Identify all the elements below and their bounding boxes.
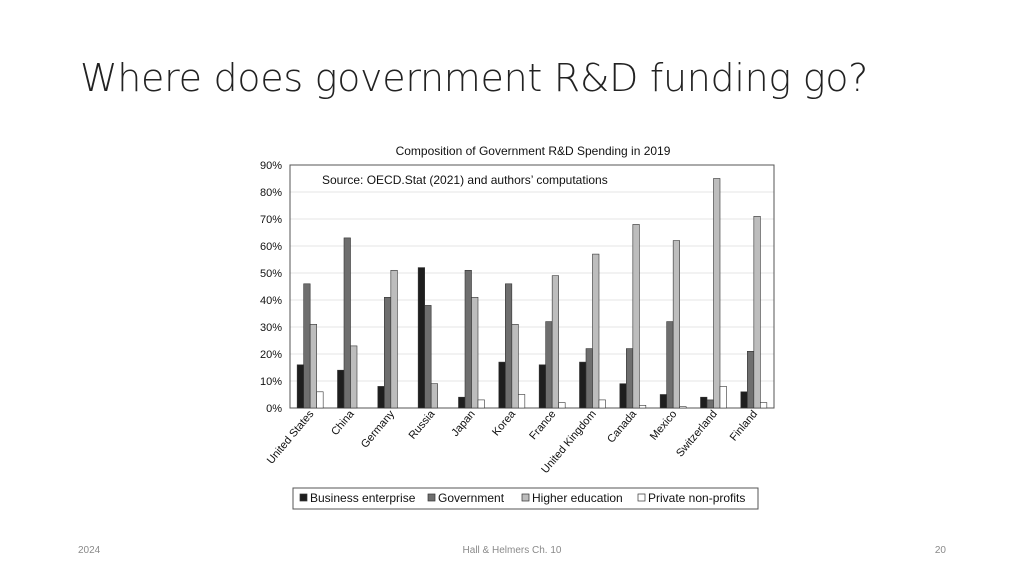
bar-marks	[296, 178, 768, 409]
x-tick-label: Korea	[490, 408, 519, 439]
legend-label: Private non-profits	[648, 491, 745, 505]
y-tick-label: 30%	[260, 322, 282, 334]
bar-government-finland	[747, 350, 755, 409]
slide-number: 20	[934, 545, 946, 556]
chart-title: Composition of Government R&D Spending i…	[396, 144, 671, 158]
bar-higher-education-canada	[632, 224, 640, 409]
legend-swatch	[427, 493, 436, 502]
y-tick-label: 0%	[266, 403, 282, 415]
legend-label: Government	[438, 491, 505, 505]
legend-swatch	[521, 493, 530, 502]
bar-private-non-profits-finland	[760, 402, 768, 409]
y-tick-label: 40%	[260, 295, 282, 307]
x-tick-label: Canada	[605, 408, 640, 446]
chart-source-annotation: Source: OECD.Stat (2021) and authors’ co…	[322, 173, 608, 187]
bar-private-non-profits-mexico	[679, 406, 687, 409]
x-tick-label: Japan	[449, 408, 477, 439]
bar-private-non-profits-france	[558, 402, 566, 409]
bar-business-enterprise-united-kingdom	[579, 361, 587, 409]
bar-higher-education-russia	[430, 383, 438, 409]
legend-label: Higher education	[532, 491, 623, 505]
bar-business-enterprise-switzerland	[700, 396, 708, 409]
bar-government-united-states	[303, 283, 311, 409]
bar-higher-education-united-states	[309, 323, 317, 409]
bar-higher-education-korea	[511, 323, 519, 409]
bar-government-canada	[626, 348, 634, 409]
bar-business-enterprise-korea	[498, 361, 506, 409]
bar-private-non-profits-united-states	[316, 391, 324, 409]
bar-business-enterprise-china	[337, 369, 345, 409]
bar-higher-education-france	[551, 275, 559, 409]
bar-business-enterprise-germany	[377, 386, 385, 409]
legend-swatch	[637, 493, 646, 502]
bar-government-japan	[464, 269, 472, 409]
bar-higher-education-germany	[390, 269, 398, 409]
bar-business-enterprise-canada	[619, 383, 627, 409]
y-tick-label: 50%	[260, 268, 282, 280]
y-tick-label: 70%	[260, 214, 282, 226]
x-tick-label: United States	[265, 408, 317, 467]
bar-higher-education-united-kingdom	[592, 253, 600, 409]
x-tick-label: Germany	[359, 408, 398, 451]
legend-label: Business enterprise	[310, 491, 416, 505]
bar-private-non-profits-japan	[477, 399, 485, 409]
bar-business-enterprise-japan	[458, 396, 466, 409]
bar-business-enterprise-russia	[417, 267, 425, 409]
plot-gridlines	[290, 191, 774, 382]
chart-legend: Business enterprise Government Higher educ…	[292, 487, 759, 510]
bar-private-non-profits-united-kingdom	[598, 399, 606, 409]
bar-business-enterprise-france	[538, 364, 546, 409]
y-axis: 0% 10% 20% 30% 40% 50% 60% 70% 80% 90%	[260, 160, 282, 415]
plot-area-frame	[289, 164, 775, 409]
bar-private-non-profits-switzerland	[719, 386, 727, 409]
slide-title: Where does government R&D funding go?	[80, 56, 869, 100]
y-tick-label: 80%	[260, 187, 282, 199]
y-tick-label: 10%	[260, 376, 282, 388]
bar-higher-education-switzerland	[713, 178, 721, 409]
bar-government-france	[545, 321, 553, 409]
bar-business-enterprise-mexico	[659, 394, 667, 409]
bar-private-non-profits-korea	[518, 394, 526, 409]
bar-government-russia	[424, 305, 432, 409]
x-tick-label: Switzerland	[674, 408, 720, 459]
footer-year: 2024	[78, 545, 101, 556]
bar-government-germany	[384, 296, 392, 409]
x-tick-label: Russia	[407, 408, 438, 442]
bar-government-korea	[505, 283, 513, 409]
bar-government-united-kingdom	[585, 348, 593, 409]
bar-business-enterprise-finland	[740, 391, 748, 409]
bar-higher-education-mexico	[672, 240, 680, 409]
bar-government-switzerland	[706, 399, 714, 409]
x-tick-label: China	[329, 408, 357, 438]
bar-higher-education-finland	[753, 216, 761, 409]
x-tick-label: Finland	[728, 408, 760, 443]
bar-business-enterprise-united-states	[296, 364, 304, 409]
y-tick-label: 90%	[260, 160, 282, 172]
bar-higher-education-china	[350, 345, 358, 409]
y-tick-label: 20%	[260, 349, 282, 361]
bar-private-non-profits-canada	[639, 404, 647, 409]
bar-government-mexico	[666, 321, 674, 409]
chart-title-bg	[290, 143, 776, 165]
bar-government-china	[343, 237, 351, 409]
x-tick-label: Mexico	[648, 408, 680, 442]
x-tick-label: France	[527, 408, 558, 442]
x-axis: United States China Germany Russia Japan Kore…	[265, 408, 760, 476]
y-tick-label: 60%	[260, 241, 282, 253]
footer-source: Hall & Helmers Ch. 10	[462, 545, 562, 556]
bar-higher-education-japan	[471, 296, 479, 409]
legend-swatch	[299, 493, 308, 502]
